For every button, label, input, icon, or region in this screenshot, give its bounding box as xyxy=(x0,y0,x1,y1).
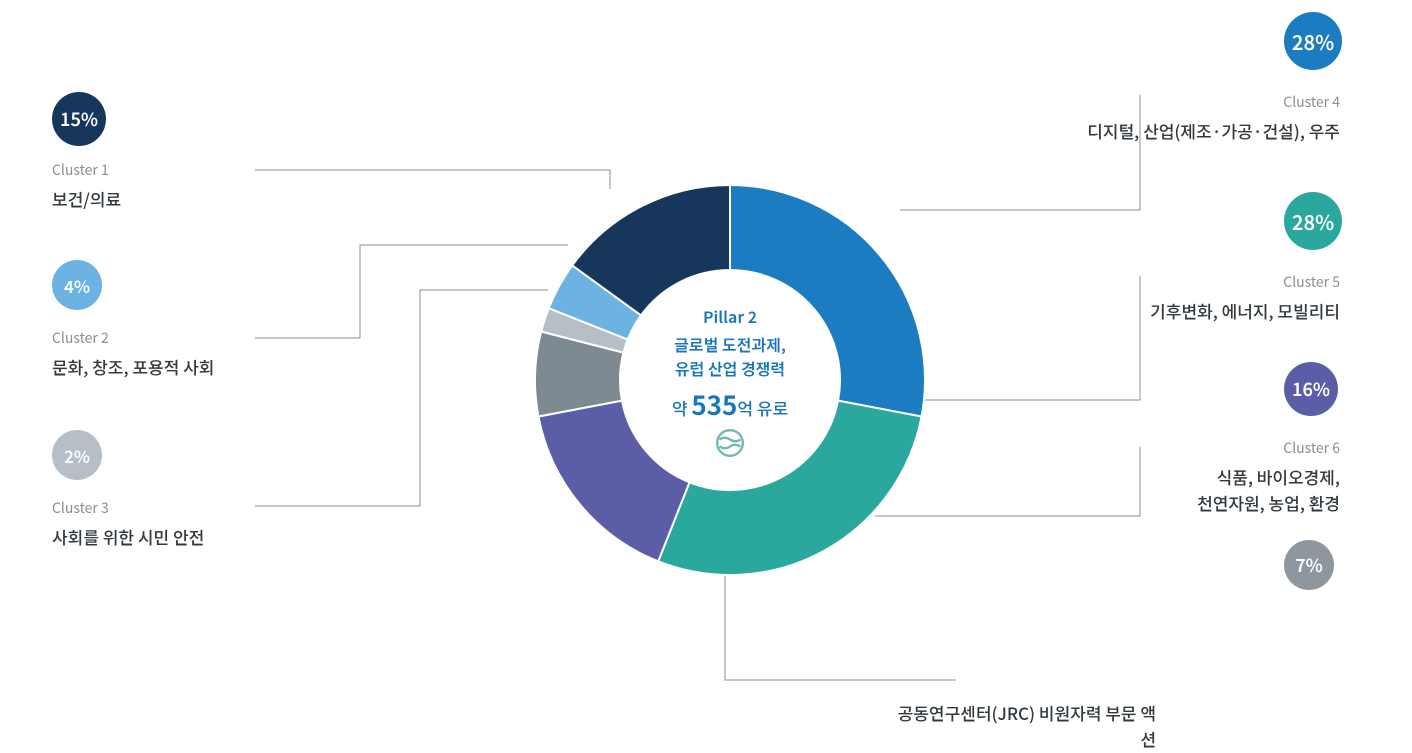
label-cluster-c4: Cluster 4 xyxy=(1080,92,1340,112)
connector-c2 xyxy=(255,245,568,338)
label-c5: Cluster 5 기후변화, 에너지, 모빌리티 xyxy=(1080,272,1340,324)
badge-jrc: 7% xyxy=(1284,540,1334,590)
label-desc-c6: 식품, 바이오경제,천연자원, 농업, 환경 xyxy=(1080,464,1340,515)
badge-c3: 2% xyxy=(52,430,102,480)
label-c6: Cluster 6 식품, 바이오경제,천연자원, 농업, 환경 xyxy=(1080,438,1340,515)
donut-chart: Pillar 2 글로벌 도전과제, 유럽 산업 경쟁력 약 535억 유로 xyxy=(530,180,930,585)
label-desc-c1: 보건/의료 xyxy=(52,186,312,212)
label-c1: Cluster 1 보건/의료 xyxy=(52,160,312,212)
badge-c6: 16% xyxy=(1284,362,1338,416)
label-desc-c2: 문화, 창조, 포용적 사회 xyxy=(52,354,312,380)
slice-c5 xyxy=(658,401,921,575)
label-cluster-c5: Cluster 5 xyxy=(1080,272,1340,292)
slice-c4 xyxy=(730,185,925,417)
connector-jrc xyxy=(725,575,956,680)
label-jrc: 공동연구센터(JRC) 비원자력 부문 액션 xyxy=(896,700,1156,751)
badge-c4: 28% xyxy=(1284,12,1342,70)
label-cluster-c1: Cluster 1 xyxy=(52,160,312,180)
label-cluster-c2: Cluster 2 xyxy=(52,328,312,348)
slice-c6 xyxy=(538,401,689,562)
label-desc-c5: 기후변화, 에너지, 모빌리티 xyxy=(1080,298,1340,324)
label-c2: Cluster 2 문화, 창조, 포용적 사회 xyxy=(52,328,312,380)
label-desc-c3: 사회를 위한 시민 안전 xyxy=(52,524,312,550)
connector-c3 xyxy=(255,290,548,506)
badge-c1: 15% xyxy=(52,92,106,146)
badge-c2: 4% xyxy=(52,260,102,310)
label-c3: Cluster 3 사회를 위한 시민 안전 xyxy=(52,498,312,550)
chart-container: Pillar 2 글로벌 도전과제, 유럽 산업 경쟁력 약 535억 유로 2… xyxy=(0,0,1412,753)
label-desc-c4: 디지털, 산업(제조·가공·건설), 우주 xyxy=(1080,118,1340,144)
label-c4: Cluster 4 디지털, 산업(제조·가공·건설), 우주 xyxy=(1080,92,1340,144)
badge-c5: 28% xyxy=(1284,192,1342,250)
label-desc-jrc: 공동연구센터(JRC) 비원자력 부문 액션 xyxy=(896,700,1156,751)
label-cluster-c3: Cluster 3 xyxy=(52,498,312,518)
label-cluster-c6: Cluster 6 xyxy=(1080,438,1340,458)
